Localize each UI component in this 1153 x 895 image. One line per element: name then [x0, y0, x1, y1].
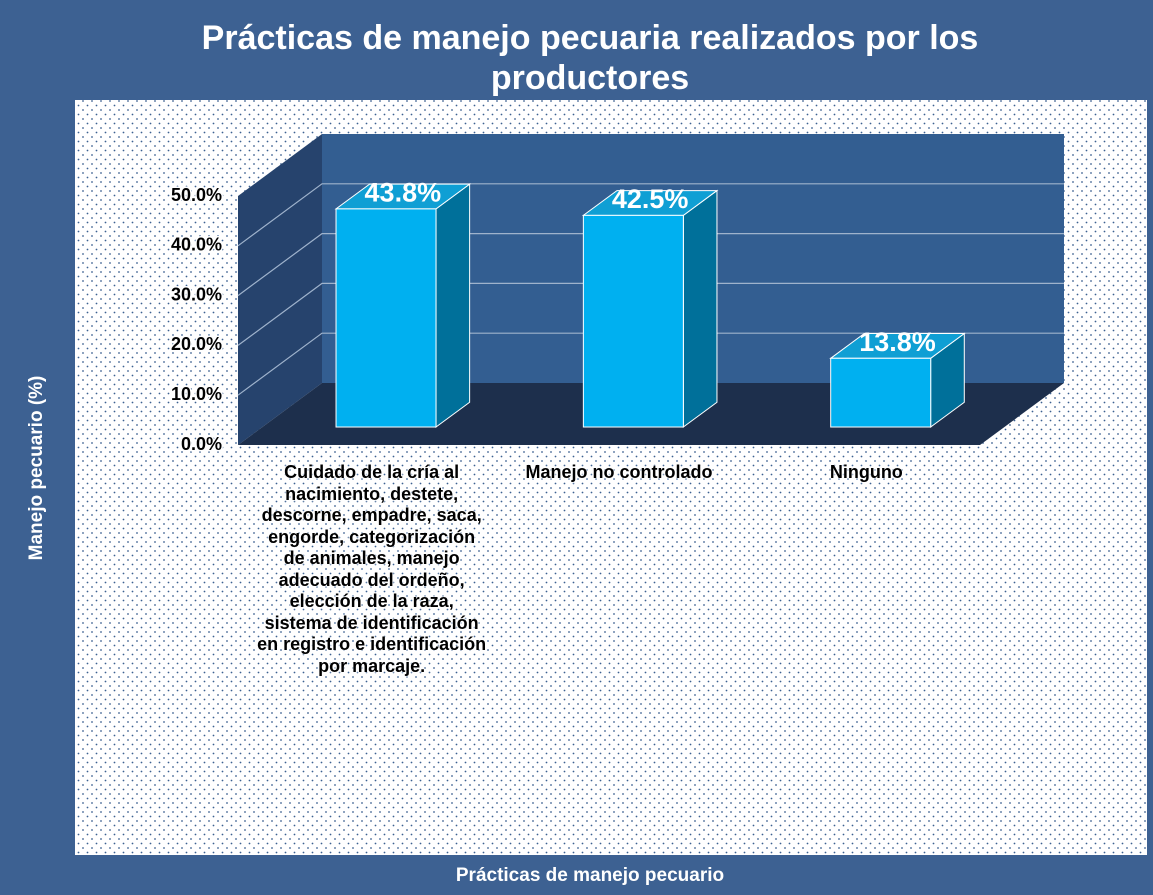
bar-side — [435, 183, 471, 429]
x-tick-label: Ninguno — [829, 462, 903, 482]
y-tick-label: 30.0% — [171, 284, 222, 304]
grid-line — [237, 233, 1064, 297]
side-wall — [238, 134, 322, 445]
grid-line — [237, 282, 1064, 346]
x-tick-label: Cuidado de la cría al nacimiento, destet… — [257, 462, 487, 676]
x-tick-label: Manejo no controlado — [525, 462, 713, 482]
y-tick-label: 50.0% — [171, 185, 222, 205]
y-tick-label: 0.0% — [181, 434, 222, 454]
grid-line — [237, 183, 1064, 247]
bar-front — [335, 208, 437, 428]
bar — [829, 332, 966, 429]
chart-title: productores — [491, 59, 689, 97]
value-label: 43.8% — [365, 178, 442, 208]
value-label: 13.8% — [859, 327, 936, 357]
bar — [581, 189, 719, 429]
y-tick-label: 20.0% — [171, 334, 222, 354]
chart-title: Prácticas de manejo pecuaria realizados … — [202, 19, 979, 57]
y-tick-label: 10.0% — [171, 384, 222, 404]
y-tick-label: 40.0% — [171, 235, 222, 255]
bar — [334, 183, 472, 429]
value-label: 42.5% — [612, 184, 689, 214]
grid-line — [237, 332, 1064, 396]
bar-front — [830, 357, 932, 428]
y-axis-title: Manejo pecuario (%) — [26, 376, 47, 561]
x-axis-title: Prácticas de manejo pecuario — [456, 865, 724, 886]
bar-side — [682, 189, 718, 429]
bar-front — [582, 214, 684, 428]
chart-title: Prácticas de manejo pecuaria realizados … — [202, 19, 979, 97]
